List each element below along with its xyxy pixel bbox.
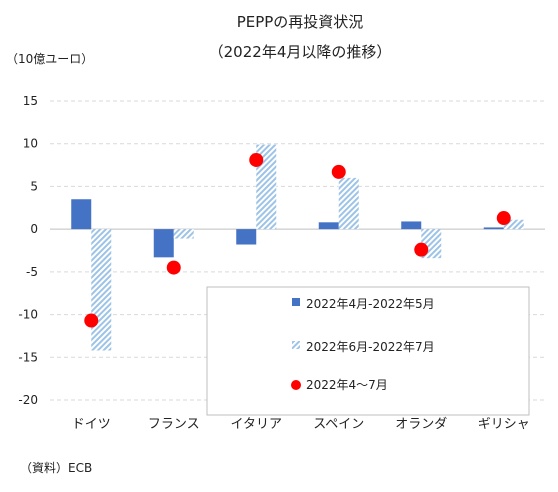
legend-swatch-dot <box>291 380 301 390</box>
y-tick-label: 0 <box>30 222 38 236</box>
y-axis-ticks: 15 10 5 0 -5 -10 -15 -20 <box>18 94 38 407</box>
legend-label-series-1: 2022年4月-2022年5月 <box>306 297 435 311</box>
bars <box>71 144 524 351</box>
marker-dot-2 <box>166 260 181 275</box>
category-label: ギリシャ <box>478 417 530 432</box>
y-tick-label: -15 <box>18 350 38 364</box>
bar-solid-5 <box>401 221 422 230</box>
marker-dot-6 <box>496 211 511 226</box>
bar-hatched-1 <box>91 229 112 351</box>
bar-hatched-4 <box>338 177 359 230</box>
y-tick-label: 5 <box>30 179 38 193</box>
bar-solid-2 <box>153 229 174 258</box>
marker-dot-1 <box>84 313 99 328</box>
chart-title: PEPPの再投資状況 <box>237 13 364 31</box>
category-label: ドイツ <box>72 417 111 432</box>
legend-swatch-hatched-bar <box>292 341 300 349</box>
legend-box <box>206 286 530 416</box>
source-note: （資料）ECB <box>20 461 92 475</box>
x-axis-categories: ドイツ フランス イタリア スペイン オランダ ギリシャ <box>72 417 530 432</box>
category-label: イタリア <box>231 417 282 432</box>
category-label: オランダ <box>395 417 447 432</box>
y-tick-label: -20 <box>18 393 38 407</box>
bar-solid-4 <box>318 222 339 230</box>
y-tick-label: 10 <box>23 137 38 151</box>
legend: 2022年4月-2022年5月 2022年6月-2022年7月 2022年4～7… <box>206 286 530 416</box>
y-tick-label: -5 <box>26 265 38 279</box>
bar-solid-6 <box>483 227 504 230</box>
bar-solid-3 <box>236 229 257 245</box>
marker-dot-4 <box>331 164 346 179</box>
marker-dot-5 <box>414 242 429 257</box>
category-label: スペイン <box>313 417 364 432</box>
y-tick-label: -10 <box>18 308 38 322</box>
y-tick-label: 15 <box>23 94 38 108</box>
legend-label-series-3: 2022年4～7月 <box>306 378 388 392</box>
chart-subtitle: （2022年4月以降の推移） <box>209 43 392 61</box>
markers <box>84 152 511 328</box>
bar-hatched-2 <box>173 229 194 239</box>
bar-solid-1 <box>71 199 92 230</box>
bar-hatched-6 <box>503 219 524 230</box>
unit-label: （10億ユーロ） <box>6 52 93 66</box>
bar-hatched-3 <box>256 144 277 230</box>
category-label: フランス <box>148 417 200 432</box>
marker-dot-3 <box>249 152 264 167</box>
legend-swatch-solid-bar <box>292 298 300 306</box>
legend-label-series-2: 2022年6月-2022年7月 <box>306 340 435 354</box>
